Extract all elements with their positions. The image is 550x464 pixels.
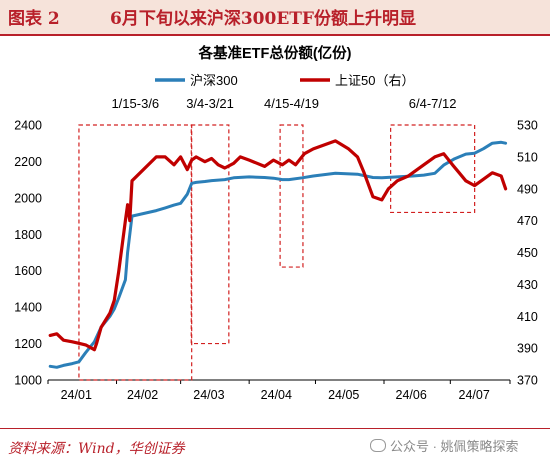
- y-axis-right: 370 390 410 430 450 470 490 510 530: [517, 119, 538, 388]
- header-rule: [0, 34, 550, 36]
- y-right-tick-label: 390: [517, 342, 538, 356]
- annotation-box: [279, 124, 304, 268]
- y-left-tick-label: 1000: [14, 374, 42, 388]
- watermark-text: 公众号 · 姚佩策略探索: [390, 439, 519, 454]
- y-right-tick-label: 430: [517, 278, 538, 292]
- legend-label-csi300: 沪深300: [190, 73, 238, 88]
- footer-rule: [0, 428, 550, 429]
- y-axis-left: 1000 1200 1400 1600 1800 2000 2200 2400: [14, 119, 42, 388]
- series-line-sse50: [48, 139, 508, 352]
- y-left-tick-label: 1200: [14, 337, 42, 351]
- y-right-tick-label: 470: [517, 214, 538, 228]
- y-right-tick-label: 530: [517, 119, 538, 133]
- annotation-label: 3/4-3/21: [186, 96, 234, 111]
- series-lines: [48, 139, 508, 369]
- chart-title: 各基准ETF总份额(亿份): [197, 44, 351, 62]
- y-right-tick-label: 410: [517, 310, 538, 324]
- x-tick-label: 24/05: [328, 388, 359, 402]
- x-tick-label: 24/01: [61, 388, 92, 402]
- annotation-boxes: 1/15-3/6 3/4-3/21 4/15-4/19 6/4-7/12: [78, 96, 476, 381]
- y-left-tick-label: 2200: [14, 155, 42, 169]
- chat-bubble-icon: [370, 439, 386, 452]
- x-tick-label: 24/02: [127, 388, 158, 402]
- legend-label-sse50: 上证50（右）: [335, 73, 414, 88]
- annotation-box: [190, 124, 230, 345]
- legend: 沪深300 上证50（右）: [155, 73, 414, 88]
- x-tick-label: 24/04: [261, 388, 292, 402]
- x-tick-label: 24/06: [396, 388, 427, 402]
- x-tick-label: 24/07: [459, 388, 490, 402]
- y-right-tick-label: 450: [517, 246, 538, 260]
- x-axis: 24/01 24/02 24/03 24/04 24/05 24/06 24/07: [47, 380, 511, 402]
- annotation-box: [390, 124, 476, 214]
- annotation-label: 1/15-3/6: [111, 96, 159, 111]
- figure-title: 6月下旬以来沪深300ETF份额上升明显: [110, 9, 416, 29]
- source-note: 资料来源：Wind，华创证券: [8, 441, 185, 457]
- x-tick-label: 24/03: [193, 388, 224, 402]
- y-left-tick-label: 1600: [14, 264, 42, 278]
- annotation-label: 4/15-4/19: [264, 96, 319, 111]
- y-right-tick-label: 510: [517, 150, 538, 164]
- y-left-tick-label: 1400: [14, 301, 42, 315]
- y-left-tick-label: 2400: [14, 119, 42, 133]
- annotation-label: 6/4-7/12: [409, 96, 457, 111]
- annotation-box: [78, 124, 193, 381]
- y-left-tick-label: 1800: [14, 228, 42, 242]
- y-right-tick-label: 370: [517, 374, 538, 388]
- figure-label: 图表 2: [8, 9, 60, 29]
- y-left-tick-label: 2000: [14, 191, 42, 205]
- header-bar: 图表 2 6月下旬以来沪深300ETF份额上升明显: [0, 0, 550, 34]
- watermark: 公众号 · 姚佩策略探索: [370, 436, 519, 455]
- y-right-tick-label: 490: [517, 182, 538, 196]
- series-line-csi300: [48, 140, 508, 369]
